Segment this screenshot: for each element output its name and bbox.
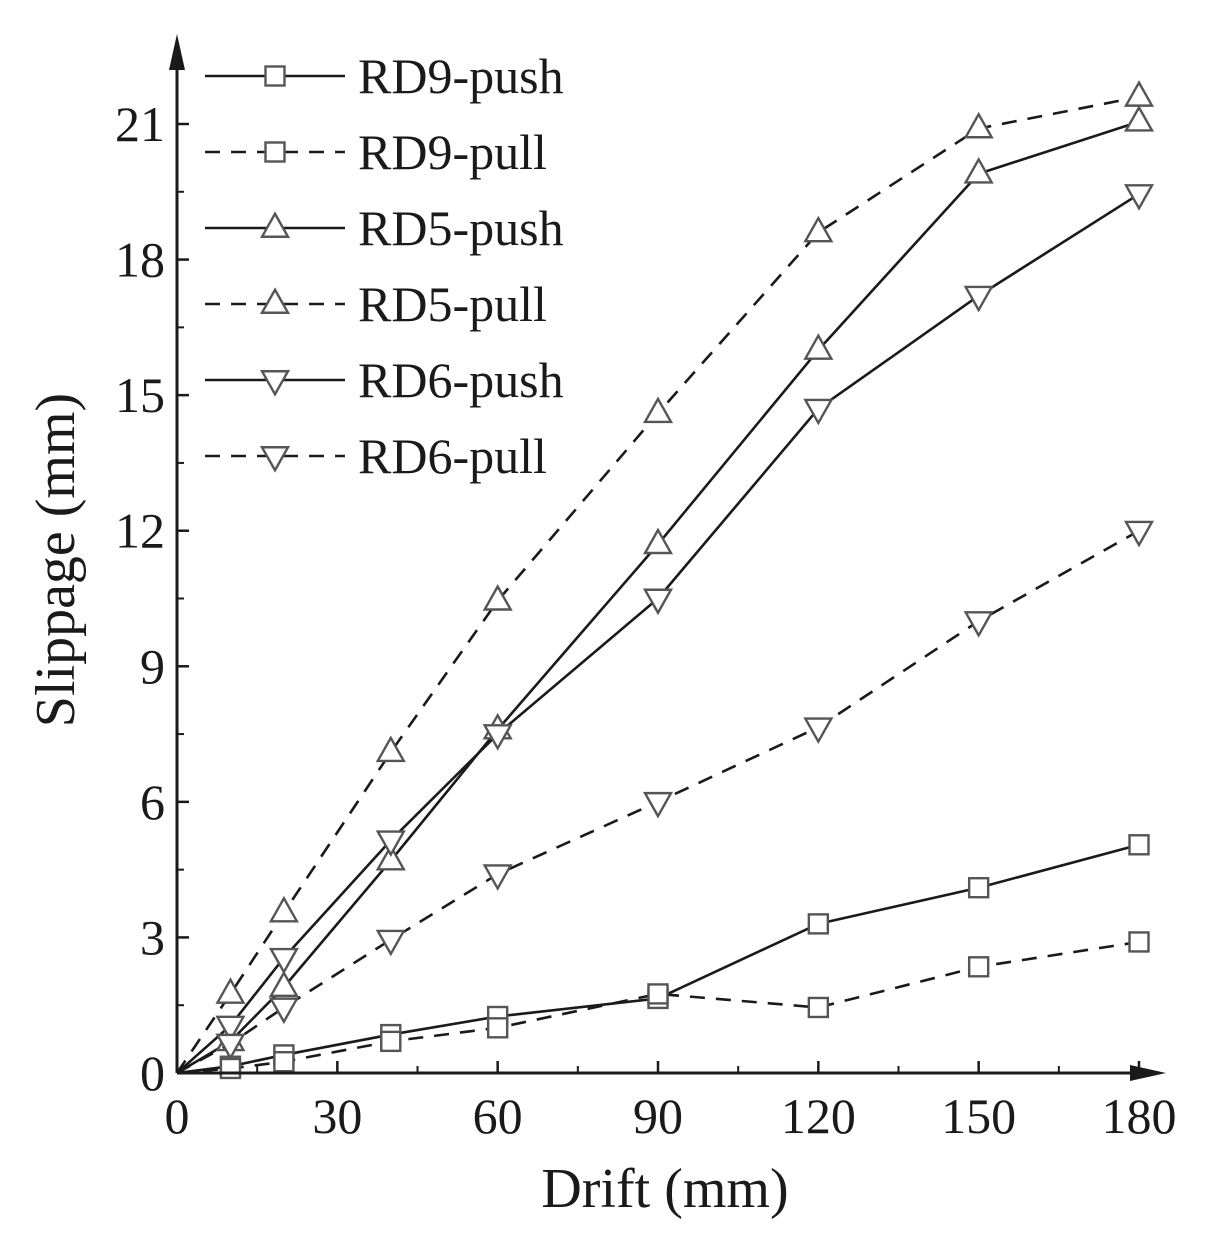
data-point [268, 997, 299, 1025]
legend-item-rd6-push: RD6-push [205, 352, 564, 408]
x-tick-label: 120 [781, 1088, 856, 1144]
data-point [967, 956, 990, 978]
legend-label: RD5-push [358, 200, 564, 256]
legend-marker-icon [259, 211, 291, 238]
data-point [1128, 834, 1150, 856]
x-tick-label: 60 [473, 1088, 523, 1144]
data-point [803, 398, 834, 426]
data-point [375, 929, 406, 957]
legend-marker-icon [259, 370, 291, 397]
data-point [963, 611, 994, 638]
data-point [642, 588, 674, 616]
data-point [1123, 520, 1155, 548]
y-axis-arrow-icon [169, 34, 185, 70]
series-line [176, 843, 1140, 1075]
y-tick-label: 18 [115, 232, 165, 288]
series-rd5-pull [175, 80, 1155, 1074]
x-axis-arrow-icon [1130, 1065, 1166, 1081]
data-point [375, 843, 406, 871]
data-point [967, 877, 990, 899]
data-point [380, 1030, 402, 1053]
data-point [1123, 184, 1155, 211]
legend-marker-icon [259, 446, 291, 473]
y-axis-title: Slippage (mm) [25, 393, 87, 727]
y-tick-label: 3 [140, 909, 165, 965]
plot-area [175, 80, 1155, 1080]
data-point [268, 970, 299, 998]
y-tick-label: 6 [140, 774, 165, 830]
data-point [647, 983, 669, 1005]
legend-label: RD6-push [358, 352, 564, 408]
data-point [1123, 105, 1155, 132]
data-point [642, 396, 674, 424]
data-point [963, 111, 994, 139]
data-point [215, 977, 246, 1004]
x-tick-label: 90 [633, 1088, 683, 1144]
data-point [642, 791, 674, 819]
x-tick-label: 30 [312, 1088, 362, 1144]
legend-marker-icon [264, 65, 286, 87]
series-rd9-pull [176, 931, 1150, 1080]
data-point [268, 947, 299, 975]
legend-label: RD9-push [358, 48, 564, 104]
data-point [963, 285, 994, 313]
legend: RD9-push RD9-pull RD5-push RD5-pull RD6-push… [205, 48, 564, 484]
data-point [803, 717, 834, 744]
legend-marker-icon [264, 141, 286, 163]
data-point [482, 584, 513, 611]
data-point [1128, 931, 1150, 953]
data-point [486, 1017, 509, 1039]
legend-label: RD6-pull [358, 428, 547, 484]
y-tick-label: 12 [115, 503, 165, 559]
series-rd6-pull [176, 520, 1155, 1075]
y-tick-label: 9 [140, 638, 165, 694]
legend-item-rd9-pull: RD9-pull [205, 124, 547, 180]
legend-item-rd5-push: RD5-push [205, 200, 564, 256]
x-tick-label: 0 [165, 1088, 190, 1144]
legend-marker-icon [259, 287, 291, 314]
x-axis-title: Drift (mm) [541, 1158, 788, 1220]
legend-item-rd9-push: RD9-push [205, 48, 564, 104]
data-point [215, 1033, 246, 1061]
data-point [642, 527, 674, 555]
x-tick-label: 150 [941, 1088, 1016, 1144]
data-point [375, 735, 406, 763]
data-point [482, 724, 513, 751]
data-point [1123, 80, 1155, 107]
data-point [482, 864, 513, 891]
series-line [175, 95, 1140, 1074]
data-point [268, 895, 299, 923]
data-point [807, 913, 830, 935]
data-point [807, 996, 830, 1019]
legend-item-rd6-pull: RD6-pull [205, 428, 547, 484]
data-point [803, 333, 834, 360]
data-point [219, 1057, 242, 1080]
legend-label: RD9-pull [358, 124, 547, 180]
y-tick-label: 0 [140, 1045, 165, 1101]
y-tick-label: 21 [115, 96, 165, 152]
data-point [803, 215, 834, 243]
axes: 0 30 60 90 120 150 180 0 3 6 9 12 15 18 21 [115, 34, 1177, 1144]
data-point [963, 157, 994, 184]
legend-label: RD5-pull [358, 276, 547, 332]
series-rd6-push [176, 184, 1155, 1074]
y-tick-label: 15 [115, 367, 165, 423]
data-point [215, 1015, 246, 1043]
data-point [375, 830, 406, 857]
series-rd9-push [176, 834, 1150, 1077]
x-tick-label: 180 [1102, 1088, 1177, 1144]
legend-item-rd5-pull: RD5-pull [205, 276, 547, 332]
data-point [273, 1051, 295, 1073]
